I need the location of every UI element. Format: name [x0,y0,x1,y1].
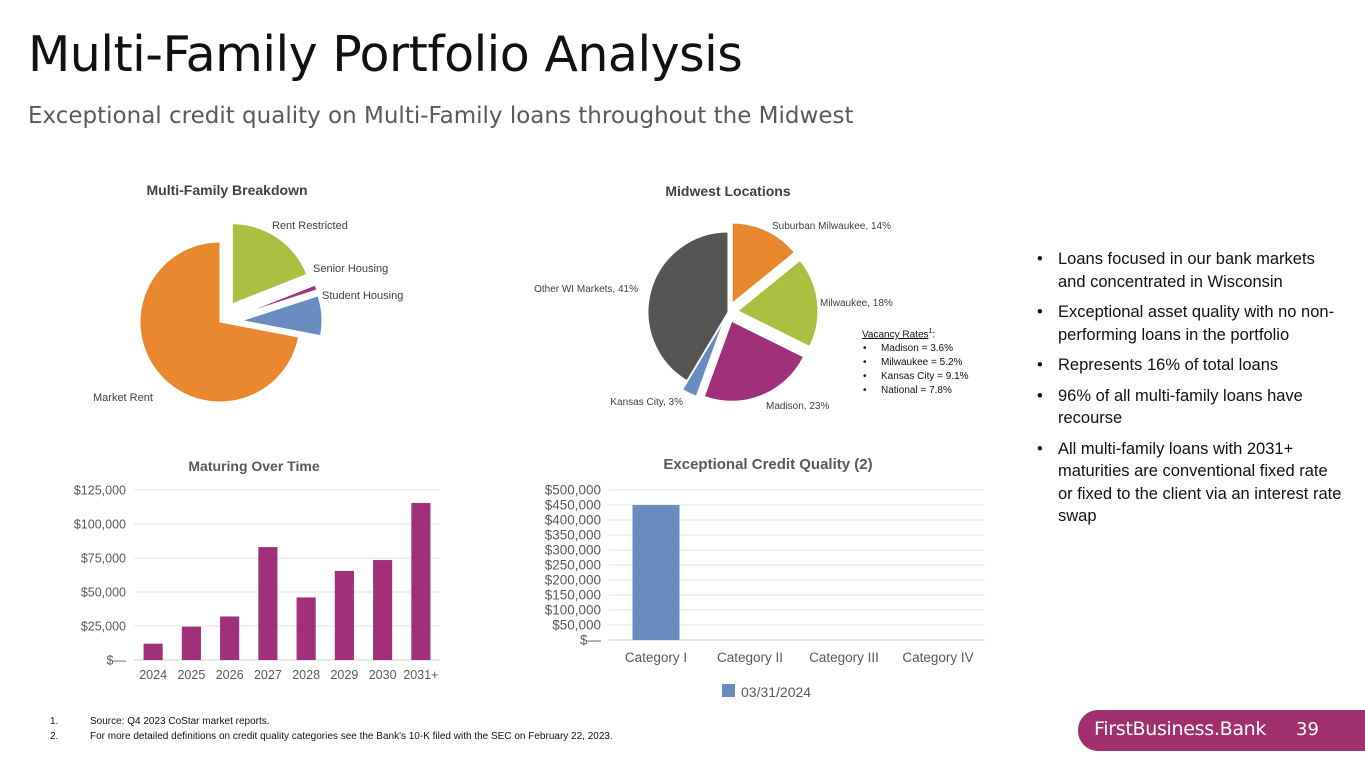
bar-2024 [143,643,163,660]
pie-label: Other WI Markets, 41% [534,284,638,295]
pie-slice-milwaukee [737,259,819,348]
y-tick-label: $— [580,633,602,648]
page-title: Multi-Family Portfolio Analysis [28,26,743,83]
chart-title: Midwest Locations [665,183,790,199]
y-tick-label: $— [107,654,127,668]
vacancy-item: Milwaukee = 5.2% [862,356,969,370]
pie-label: Milwaukee, 18% [820,298,893,309]
chart-title: Exceptional Credit Quality (2) [663,456,872,473]
bar-2027 [258,547,278,660]
key-points-list: Loans focused in our bank markets and co… [1032,248,1342,536]
pie-label: Senior Housing [313,263,388,275]
pie-slice-senior-housing [240,284,318,316]
vacancy-item: National = 7.8% [862,384,969,398]
vacancy-heading: Vacancy Rates1: [862,328,936,341]
chart-title: Multi-Family Breakdown [146,182,307,198]
bar-2031- [411,502,431,660]
bar-2028 [296,597,316,660]
x-tick-label: Category II [717,650,783,665]
pie-label: Madison, 23% [766,401,829,412]
brand-logo: FirstBusiness.Bank [1094,718,1267,740]
footnote: 1. Source: Q4 2023 CoStar market reports. [50,716,270,727]
pie-label: Suburban Milwaukee, 14% [772,221,891,232]
footer-band [1078,710,1365,751]
x-tick-label: 2030 [369,668,397,682]
vacancy-item: Madison = 3.6% [862,342,969,356]
x-tick-label: 2028 [292,668,320,682]
y-tick-label: $500,000 [545,483,601,498]
y-tick-label: $150,000 [545,588,601,603]
pie-slice-student-housing [241,295,323,337]
bar-2026 [220,616,240,660]
x-tick-label: 2029 [330,668,358,682]
page-number: 39 [1296,719,1319,740]
bullet-item: 96% of all multi-family loans have recou… [1032,385,1342,430]
footnote: 2. For more detailed definitions on credi… [50,731,613,742]
pie-label: Market Rent [93,392,153,404]
credit-quality-chart: Exceptional Credit Quality (2) $—$50,000… [545,456,985,700]
y-tick-label: $250,000 [545,558,601,573]
x-tick-label: Category III [809,650,879,665]
pie-slice-rent-restricted [231,223,308,305]
bar-2025 [181,626,201,660]
pie-label: Rent Restricted [272,220,348,232]
y-tick-label: $125,000 [74,484,126,498]
y-tick-label: $450,000 [545,498,601,513]
y-tick-label: $50,000 [552,618,601,633]
pie-label: Student Housing [322,290,403,302]
bullet-item: Represents 16% of total loans [1032,354,1342,377]
y-tick-label: $100,000 [74,518,126,532]
bar-2030 [373,560,393,660]
x-tick-label: 2026 [216,668,244,682]
pie-slice-kansas-city [681,320,725,397]
midwest-locations-chart: Midwest Locations Suburban Milwaukee, 14… [534,183,893,412]
x-tick-label: 2024 [139,668,167,682]
x-tick-label: 2031+ [403,668,438,682]
pie-slice-suburban-milwaukee [731,222,796,305]
x-tick-label: Category IV [902,650,973,665]
bar-category-i [632,505,680,640]
maturing-over-time-chart: Maturing Over Time $— $25,000 $50,000 $75,0… [74,458,440,682]
vacancy-rates: Vacancy Rates1: Madison = 3.6% Milwaukee… [862,325,969,398]
bullet-item: Exceptional asset quality with no non-pe… [1032,301,1342,346]
y-tick-label: $350,000 [545,528,601,543]
legend-label: 03/31/2024 [741,684,811,700]
pie-slice-market-rent [139,241,300,403]
y-tick-label: $200,000 [545,573,601,588]
page-subtitle: Exceptional credit quality on Multi-Fami… [28,103,854,129]
y-tick-label: $400,000 [545,513,601,528]
footnotes: 1. Source: Q4 2023 CoStar market reports.… [50,714,613,744]
legend-swatch [722,684,735,697]
y-tick-label: $300,000 [545,543,601,558]
vacancy-item: Kansas City = 9.1% [862,370,969,384]
y-tick-label: $75,000 [81,552,126,566]
bullet-item: Loans focused in our bank markets and co… [1032,248,1342,293]
y-tick-label: $100,000 [545,603,601,618]
x-tick-label: 2027 [254,668,282,682]
multi-family-breakdown-chart: Multi-Family Breakdown Rent Restricted Se… [93,182,403,404]
chart-title: Maturing Over Time [188,458,319,474]
x-tick-label: 2025 [177,668,205,682]
pie-slice-other-wi-markets [647,231,729,382]
y-tick-label: $50,000 [81,586,126,600]
pie-label: Kansas City, 3% [610,397,683,408]
y-tick-label: $25,000 [81,620,126,634]
bullet-item: All multi-family loans with 2031+ maturi… [1032,438,1342,528]
pie-slice-madison [703,320,805,402]
bar-2029 [334,570,354,660]
x-tick-label: Category I [625,650,687,665]
